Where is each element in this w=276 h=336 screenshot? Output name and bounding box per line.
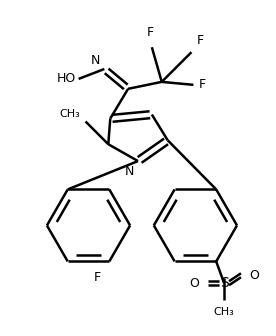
Text: CH₃: CH₃	[214, 307, 235, 317]
Text: CH₃: CH₃	[60, 110, 81, 120]
Text: N: N	[125, 165, 134, 178]
Text: F: F	[94, 271, 101, 284]
Text: S: S	[220, 276, 229, 290]
Text: O: O	[249, 269, 259, 282]
Text: O: O	[190, 277, 199, 290]
Text: F: F	[146, 26, 153, 39]
Text: N: N	[91, 54, 100, 67]
Text: F: F	[197, 34, 203, 47]
Text: F: F	[198, 78, 206, 91]
Text: HO: HO	[56, 72, 76, 85]
